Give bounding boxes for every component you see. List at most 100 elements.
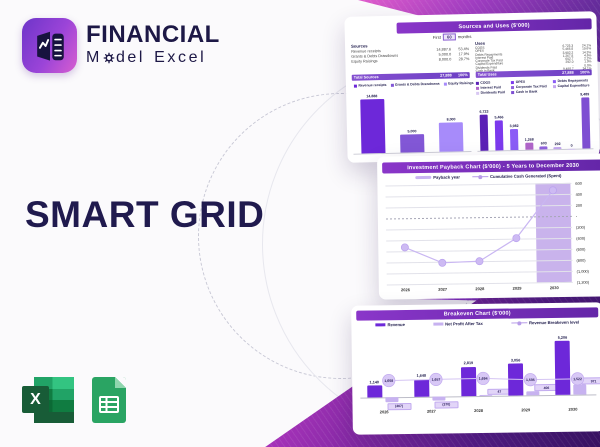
google-sheets-icon [92, 377, 126, 423]
data-point [512, 234, 521, 243]
legend-swatch [353, 84, 357, 88]
legend-item: COGS [475, 80, 507, 85]
x-axis-tick: 2030 [549, 285, 559, 291]
y-axis-tick: (400) [576, 235, 586, 241]
legend-swatch [553, 79, 557, 83]
bar [539, 146, 548, 150]
document-chart-icon [36, 31, 64, 61]
y-axis-tick: (600) [576, 246, 586, 252]
brand-subtitle-del: del [115, 49, 146, 66]
x-axis-tick: 2028 [475, 286, 485, 292]
data-point [475, 257, 484, 266]
y-axis-tick: - [575, 213, 578, 219]
bar [580, 97, 590, 149]
legend-item: Equity Raisings [443, 81, 474, 86]
legend-item: Interest Paid [475, 85, 507, 90]
sources-uses-title: Sources and Uses ($'000) [396, 18, 592, 34]
y-axis-tick: (1,000) [576, 268, 589, 274]
brand-subtitle-m: M [86, 49, 102, 66]
bar [553, 147, 562, 150]
payback-title: Investment Payback Chart ($'000) - 5 Yea… [382, 159, 600, 174]
platform-icons: X [22, 377, 126, 423]
total-sources-row: Total Sources 27,888 100% [351, 72, 470, 81]
first-label: First [432, 34, 442, 40]
breakeven-level-swatch [510, 322, 527, 324]
bar-group: 0 [567, 143, 576, 149]
y-axis-tick: (800) [576, 257, 586, 263]
legend-swatch [475, 86, 480, 90]
gear-icon [103, 52, 115, 64]
payback-year-swatch [415, 175, 432, 180]
breakeven-level-line: 1,608 1,657 1,694 1,505 1,522 [382, 371, 585, 388]
svg-text:1,657: 1,657 [432, 378, 441, 382]
svg-text:1,522: 1,522 [573, 377, 582, 381]
data-point [400, 243, 409, 252]
total-uses-row: Total Uses 27,888 100% [475, 69, 592, 78]
uses-table: Uses COGS 6,723.3 24.1% OPEX 5,466.8 19.6% Deb… [475, 38, 592, 73]
y-axis-tick: (1,200) [576, 279, 590, 285]
revenue-swatch [375, 323, 386, 327]
brand-title: FINANCIAL [86, 21, 220, 48]
legend-swatch [475, 81, 479, 85]
sources-bar-chart: 14,888 5,000 8,000 [352, 92, 472, 155]
y-axis-tick: 200 [575, 202, 583, 208]
legend-swatch [390, 83, 394, 87]
bar-group: 6,723 [479, 109, 489, 151]
bar-group: 5,466 [494, 116, 504, 151]
legend-item: Capital Expenditure [553, 83, 592, 88]
bar [567, 148, 576, 149]
cumulative-cash-swatch [471, 176, 488, 178]
bar-group: 3,982 [510, 123, 520, 151]
x-axis-tick: 2027 [438, 286, 448, 292]
excel-icon: X [22, 377, 74, 423]
excel-x-glyph: X [22, 386, 49, 413]
legend-item: Revenue receipts [353, 83, 387, 88]
breakeven-plot-area: 1,140 (467) 2026 1,648 (370) 2027 2,819 47 2028 3… [360, 330, 600, 423]
breakeven-card: Breakeven Chart ($'000) Revenue Net Prof… [351, 302, 600, 435]
brand-subtitle-excel: Excel [154, 49, 207, 66]
payback-card: Investment Payback Chart ($'000) - 5 Yea… [377, 153, 600, 300]
sources-uses-card: Sources and Uses ($'000) First 60 months… [344, 11, 600, 163]
breakeven-marker [476, 371, 490, 385]
hero-title: SMART GRID [25, 194, 265, 235]
months-label: months [457, 34, 472, 40]
breakeven-marker [523, 373, 537, 387]
bar [495, 120, 504, 151]
bar [359, 99, 386, 154]
sources-legend: Revenue receipts Grants & Debts Drawdowns… [353, 81, 474, 88]
payback-plot-area [385, 182, 573, 286]
data-point [438, 258, 447, 267]
bar [525, 142, 534, 150]
sources-table: Sources Revenue receipts 14,887.6 53.4% Gra… [351, 41, 469, 65]
bar-group: 1,268 [525, 138, 534, 150]
breakeven-marker [382, 374, 396, 388]
cumulative-cash-line [400, 186, 557, 267]
bar-group: 8,000 [439, 117, 464, 152]
breakeven-title: Breakeven Chart ($'000) [356, 307, 599, 321]
payback-legend: Payback year Cumulative Cash Generated (… [377, 173, 599, 181]
bar [480, 114, 489, 151]
period-selector: First 60 months [433, 33, 472, 41]
y-axis-tick: 600 [575, 180, 582, 186]
bar-group: 603 [539, 141, 548, 150]
bar-group: 9,489 [580, 92, 590, 149]
months-value-field[interactable]: 60 [442, 33, 456, 41]
bar-group: 5,000 [400, 129, 425, 153]
y-axis-tick: 400 [575, 191, 583, 197]
bar-group: 292 [553, 142, 562, 150]
bar [400, 134, 425, 153]
bar-group: 14,888 [359, 94, 386, 154]
x-axis-tick: 2029 [512, 285, 522, 291]
x-axis-tick: 2026 [400, 287, 410, 293]
legend-swatch [511, 85, 515, 89]
legend-item: Grants & Debts Drawdowns [390, 82, 440, 87]
uses-bar-chart: 6,723 5,466 3,982 1,268 603 292 0 9,489 [476, 89, 594, 152]
svg-text:1,694: 1,694 [479, 377, 488, 381]
svg-text:1,505: 1,505 [526, 378, 535, 382]
data-point [548, 186, 557, 195]
legend-swatch [553, 84, 557, 88]
